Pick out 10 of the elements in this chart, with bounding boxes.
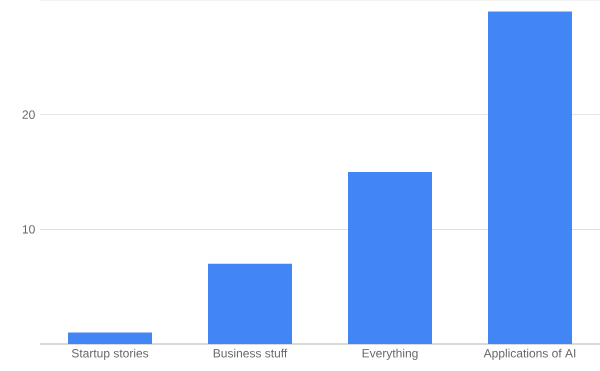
x-tick-label: Startup stories: [72, 348, 148, 360]
x-tick-label: Everything: [362, 348, 418, 360]
bar: [68, 332, 152, 344]
x-tick-label: Applications of AI: [484, 348, 576, 360]
bar: [348, 172, 432, 344]
x-tick-label: Business stuff: [214, 348, 288, 358]
y-tick-label: 10: [22, 225, 35, 234]
y-tick-label: 20: [22, 110, 35, 120]
bar: [208, 264, 292, 344]
bar: [488, 12, 572, 344]
